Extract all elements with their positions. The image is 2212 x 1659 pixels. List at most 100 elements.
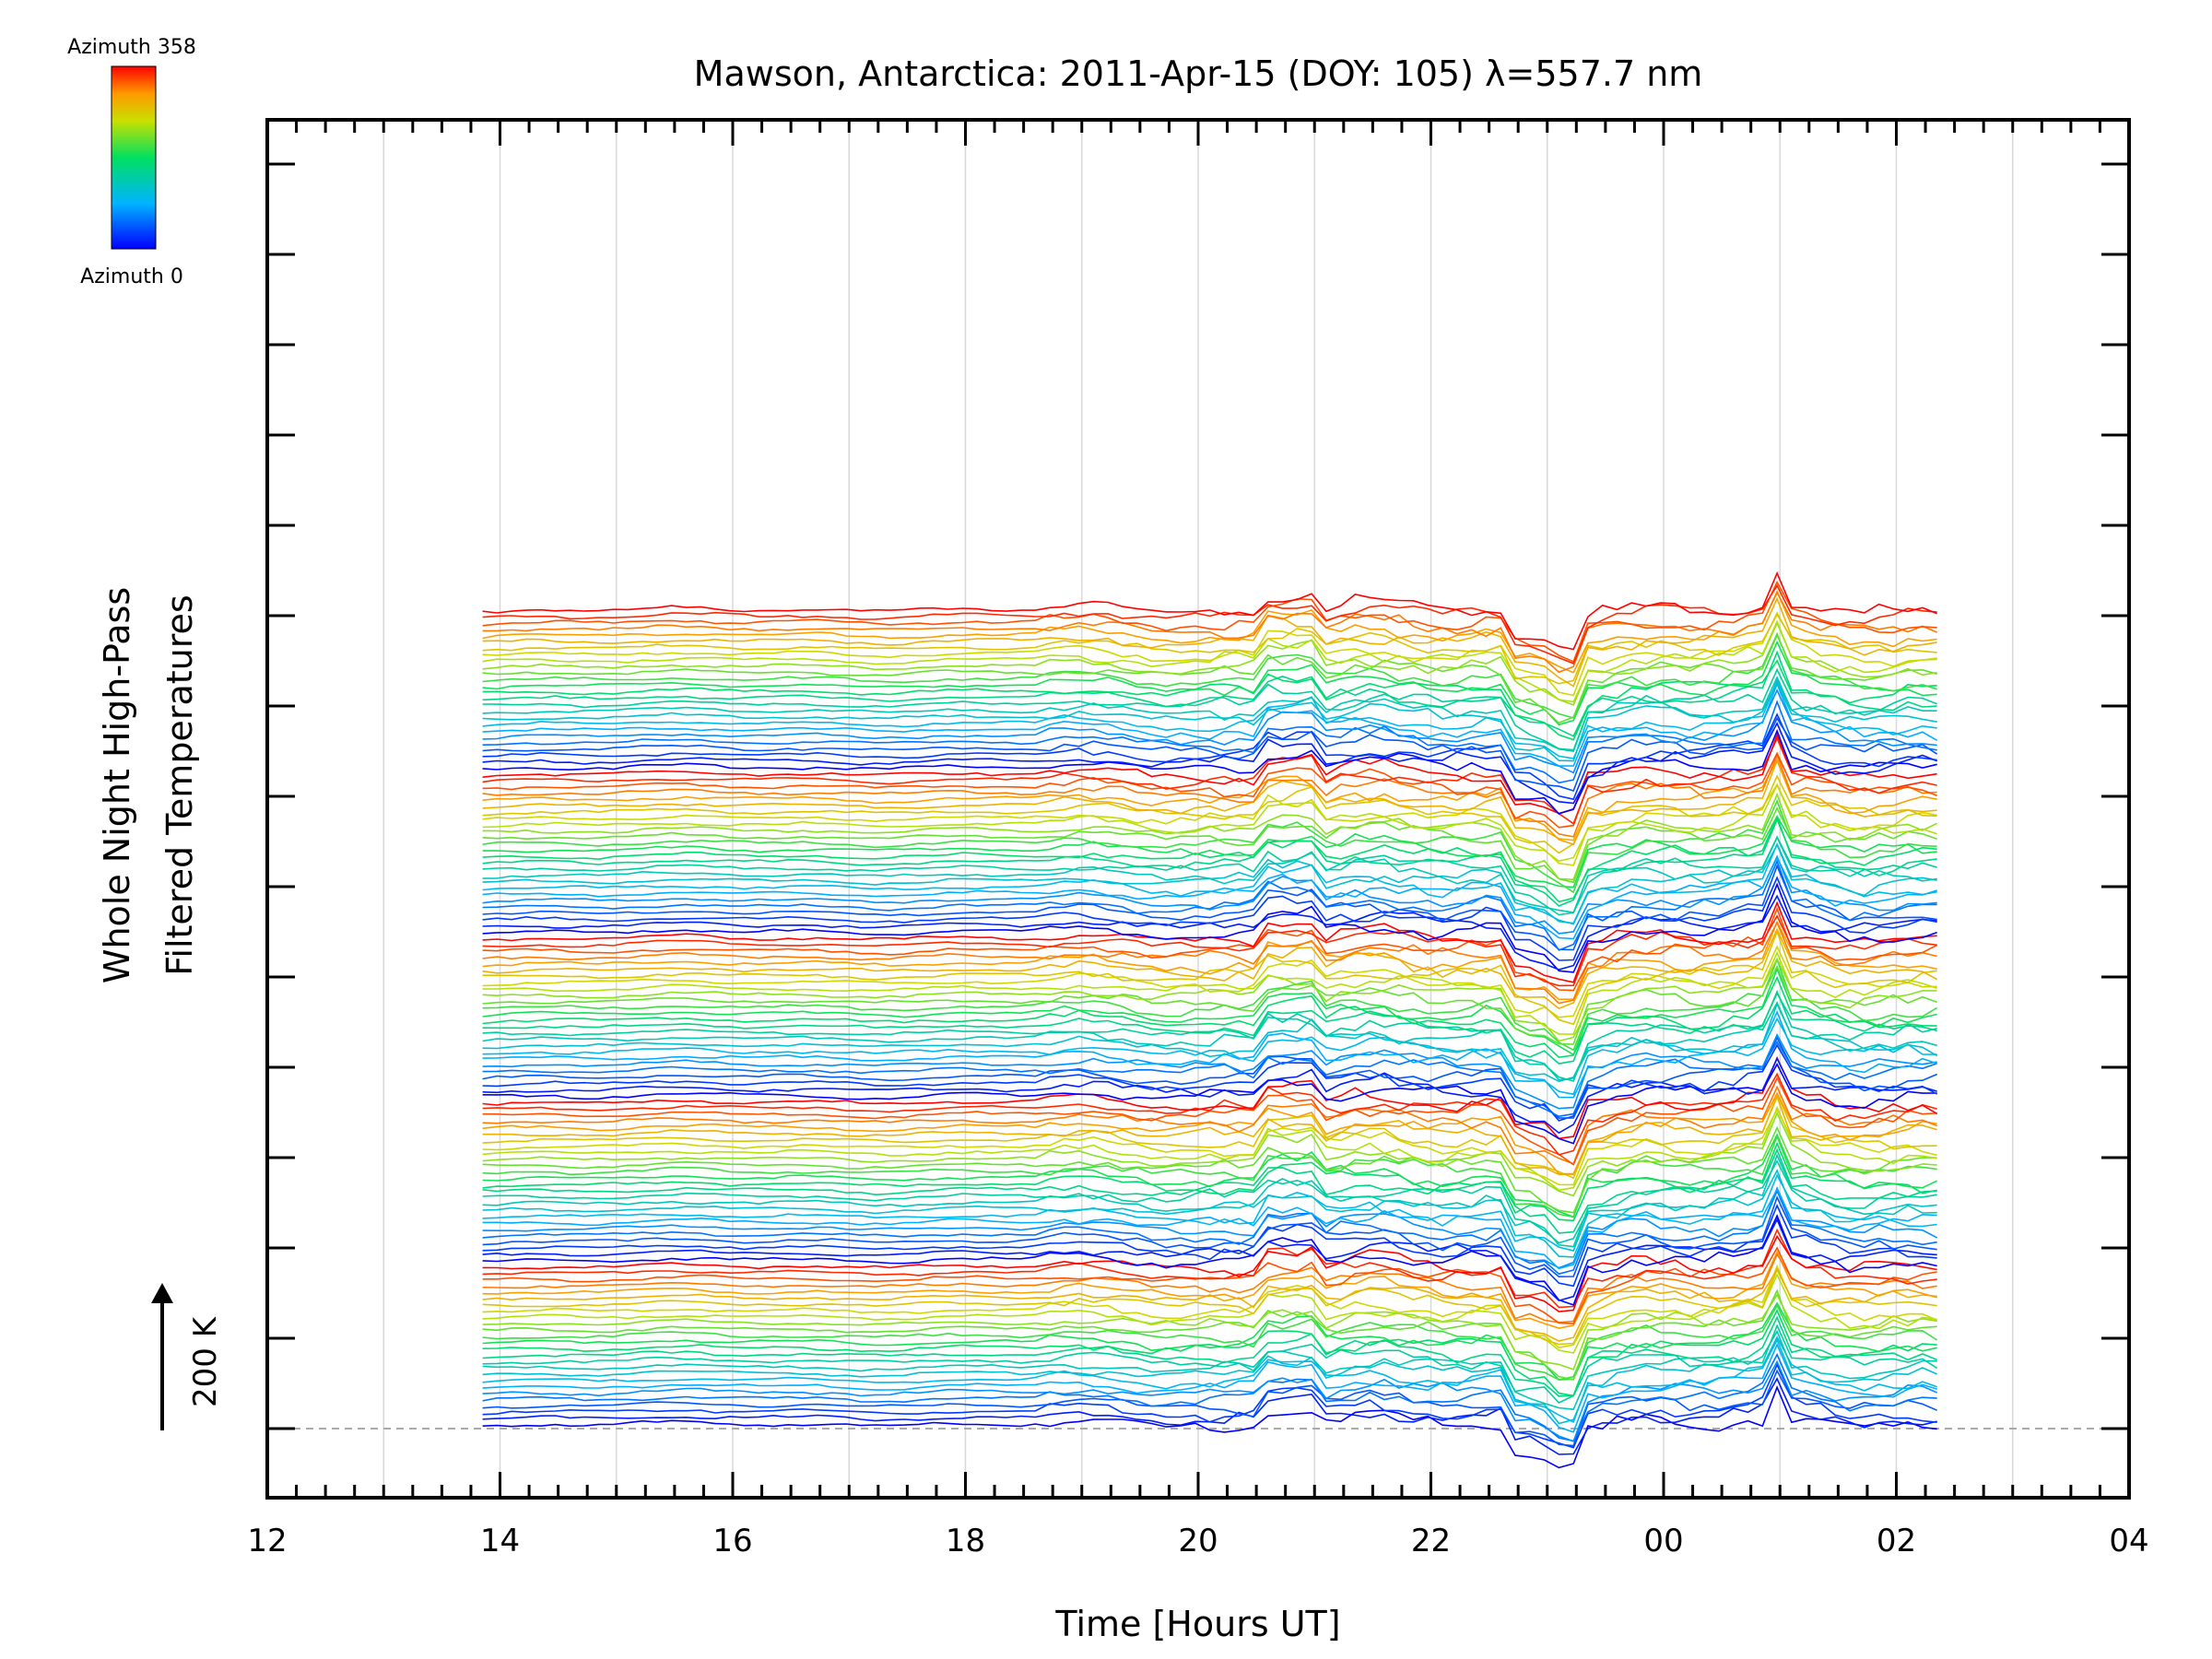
temperature-trace xyxy=(482,753,1937,838)
temperature-trace xyxy=(482,1153,1937,1244)
temperature-trace xyxy=(482,1228,1937,1309)
temperature-trace xyxy=(482,835,1937,916)
temperature-trace xyxy=(482,929,1937,1026)
temperature-trace xyxy=(482,882,1937,973)
temperature-trace xyxy=(482,1001,1937,1082)
x-tick-label: 20 xyxy=(1178,1523,1218,1559)
temperature-trace xyxy=(482,1091,1937,1175)
temperature-trace xyxy=(482,621,1937,706)
x-tick-labels: 12 14 16 18 20 22 00 02 04 xyxy=(247,1523,2148,1559)
x-tick-label: 16 xyxy=(712,1523,752,1559)
temperature-trace xyxy=(482,799,1937,894)
temperature-trace xyxy=(482,1264,1938,1348)
temperature-trace xyxy=(482,1253,1937,1324)
temperature-trace xyxy=(482,676,1937,752)
temperature-trace xyxy=(482,1303,1938,1381)
temperature-trace xyxy=(482,841,1937,925)
temperature-trace xyxy=(482,700,1937,784)
temperature-trace xyxy=(482,1315,1938,1397)
temperature-trace xyxy=(482,688,1937,774)
temperature-trace xyxy=(482,1288,1937,1382)
temperature-trace xyxy=(482,721,1937,805)
colorbar-top-label: Azimuth 358 xyxy=(67,36,196,59)
x-tick-label: 00 xyxy=(1643,1523,1683,1559)
temperature-trace xyxy=(482,1369,1938,1447)
temperature-trace xyxy=(482,758,1937,846)
temperature-trace xyxy=(482,782,1937,866)
temperature-trace xyxy=(482,1009,1937,1099)
temperature-trace xyxy=(482,920,1937,1005)
temperature-trace xyxy=(482,733,1937,815)
temperature-trace xyxy=(482,751,1937,829)
temperature-trace xyxy=(482,1002,1938,1083)
temperature-trace xyxy=(482,650,1937,737)
scale-bar-label: 200 K xyxy=(187,1315,224,1407)
temperature-trace xyxy=(482,1234,1937,1312)
temperature-trace xyxy=(482,1095,1937,1176)
trace-group xyxy=(482,571,1938,1469)
temperature-trace xyxy=(482,678,1937,759)
temperature-trace xyxy=(482,792,1938,881)
temperature-trace xyxy=(482,1194,1937,1278)
temperature-trace xyxy=(482,681,1938,767)
temperature-trace xyxy=(482,957,1938,1052)
temperature-trace xyxy=(482,736,1937,825)
temperature-trace xyxy=(482,1186,1938,1269)
temperature-trace xyxy=(482,589,1937,674)
temperature-trace xyxy=(482,596,1937,688)
temperature-trace xyxy=(482,1092,1937,1180)
temperature-trace xyxy=(482,716,1938,792)
axis-ticks xyxy=(265,120,2131,1498)
temperature-trace xyxy=(482,774,1937,854)
temperature-trace xyxy=(482,613,1937,685)
temperature-trace xyxy=(482,1173,1937,1252)
temperature-trace xyxy=(482,680,1937,762)
temperature-trace xyxy=(482,906,1938,992)
temperature-trace xyxy=(482,950,1937,1035)
temperature-trace xyxy=(482,1268,1937,1342)
temperature-trace xyxy=(482,1040,1937,1118)
temperature-trace xyxy=(482,894,1937,971)
temperature-trace xyxy=(482,619,1937,703)
temperature-trace xyxy=(482,854,1937,935)
temperature-trace xyxy=(482,1111,1937,1197)
temperature-trace xyxy=(482,815,1937,907)
temperature-trace xyxy=(482,1134,1937,1218)
temperature-trace xyxy=(482,1329,1937,1410)
x-tick-label: 18 xyxy=(946,1523,985,1559)
x-tick-label: 22 xyxy=(1411,1523,1451,1559)
temperature-trace xyxy=(482,1085,1937,1165)
temperature-trace xyxy=(482,1385,1937,1469)
temperature-trace xyxy=(482,914,1937,987)
scale-bar-arrowhead xyxy=(151,1283,173,1303)
temperature-trace xyxy=(482,640,1937,726)
temperature-trace xyxy=(482,1246,1937,1324)
temperature-trace xyxy=(482,633,1937,724)
chart-title: Mawson, Antarctica: 2011-Apr-15 (DOY: 10… xyxy=(694,53,1703,94)
temperature-trace xyxy=(482,835,1937,913)
temperature-trace xyxy=(482,1017,1937,1096)
temperature-trace xyxy=(482,876,1937,961)
temperature-trace xyxy=(482,782,1937,863)
y-axis-label: Whole Night High-Pass Filtered Temperatu… xyxy=(97,587,200,983)
temperature-trace xyxy=(482,1133,1938,1218)
temperature-trace xyxy=(482,611,1937,697)
temperature-trace xyxy=(482,945,1937,1018)
scale-bar: 200 K xyxy=(151,1283,224,1430)
temperature-trace xyxy=(482,1056,1937,1135)
x-axis-label: Time [Hours UT] xyxy=(1054,1604,1340,1644)
temperature-trace xyxy=(482,815,1937,888)
temperature-trace xyxy=(482,1203,1937,1288)
temperature-trace xyxy=(482,1267,1937,1346)
temperature-trace xyxy=(482,992,1937,1065)
temperature-trace xyxy=(482,1107,1937,1186)
colorbar-gradient xyxy=(111,65,157,250)
temperature-trace xyxy=(482,1033,1937,1110)
temperature-trace xyxy=(482,1362,1937,1449)
temperature-trace xyxy=(482,1214,1937,1306)
x-tick-label: 04 xyxy=(2109,1523,2148,1559)
temperature-trace xyxy=(482,957,1937,1042)
colorbar: Azimuth 358 Azimuth 0 xyxy=(67,36,196,288)
temperature-trace xyxy=(482,1352,1937,1442)
